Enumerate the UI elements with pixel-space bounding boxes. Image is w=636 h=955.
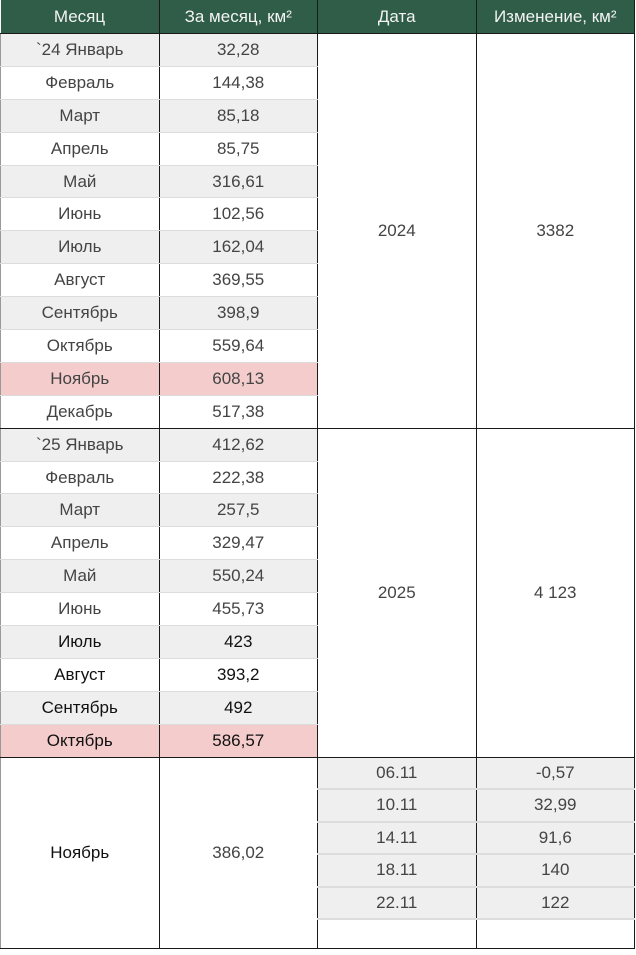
table-row: Июль 423 <box>0 625 635 659</box>
change-cell: 91,6 <box>476 821 635 856</box>
monthly-value-cell: 550,24 <box>159 559 318 594</box>
date-cell: 22.11 <box>317 886 477 921</box>
monthly-value-cell: 559,64 <box>159 329 318 363</box>
monthly-value-cell: 316,61 <box>159 165 318 199</box>
change-cell: -0,57 <box>476 757 635 791</box>
month-cell: Август <box>0 263 160 298</box>
date-cell: 10.11 <box>317 789 477 823</box>
monthly-value-cell: 329,47 <box>159 526 318 561</box>
year-cell: 2024 <box>317 33 477 429</box>
empty-date-cell <box>317 919 477 950</box>
monthly-value-cell: 423 <box>159 625 318 659</box>
monthly-value-cell: 398,9 <box>159 296 318 331</box>
table-row: Февраль 144,38 <box>0 66 635 100</box>
monthly-value-cell: 257,5 <box>159 493 318 528</box>
table-row: Сентябрь 398,9 <box>0 296 635 331</box>
table-row: Ноябрь 608,13 <box>0 362 635 396</box>
month-cell: `25 Январь <box>0 428 160 462</box>
month-cell: Декабрь <box>0 395 160 429</box>
monthly-value-cell: 369,55 <box>159 263 318 298</box>
month-cell: Август <box>0 658 160 692</box>
month-cell: Май <box>0 165 160 199</box>
month-cell: Ноябрь <box>0 757 160 950</box>
table-row: Июнь 455,73 <box>0 592 635 627</box>
table-row: Май 316,61 <box>0 165 635 199</box>
date-cell: 18.11 <box>317 854 477 888</box>
month-cell: Июль <box>0 625 160 659</box>
table-row: Апрель 329,47 <box>0 526 635 561</box>
table-row: Декабрь 517,38 <box>0 395 635 429</box>
year-change-cell: 3382 <box>476 33 635 429</box>
monthly-value-cell: 85,18 <box>159 99 318 133</box>
table-row: Июль 162,04 <box>0 230 635 265</box>
table-row: 22.11 122 <box>1 886 635 921</box>
header-month: Месяц <box>0 0 160 34</box>
monthly-value-cell: 386,02 <box>159 757 318 950</box>
month-cell: Июнь <box>0 592 160 627</box>
monthly-value-cell: 32,28 <box>159 33 318 67</box>
month-cell: Сентябрь <box>0 296 160 331</box>
header-row: Месяц За месяц, км² Дата Изменение, км² <box>0 0 635 34</box>
table-row: Март 257,5 <box>0 493 635 528</box>
monthly-value-cell: 162,04 <box>159 230 318 265</box>
monthly-value-cell: 608,13 <box>159 362 318 396</box>
table-row: Март 85,18 <box>0 99 635 133</box>
table-row: 10.11 32,99 <box>1 789 635 823</box>
month-cell: Октябрь <box>0 329 160 363</box>
month-cell: Март <box>0 99 160 133</box>
monthly-value-cell: 85,75 <box>159 132 318 166</box>
table-row: Апрель 85,75 <box>0 132 635 166</box>
table-row: Февраль 222,38 <box>0 461 635 495</box>
table-row: 18.11 140 <box>1 854 635 888</box>
empty-row <box>1 919 635 950</box>
monthly-value-cell: 586,57 <box>159 724 318 758</box>
monthly-value-cell: 455,73 <box>159 592 318 627</box>
date-cell: 14.11 <box>317 821 477 856</box>
monthly-value-cell: 144,38 <box>159 66 318 100</box>
table-row: Ноябрь 386,02 06.11 -0,57 <box>0 757 635 950</box>
change-cell: 122 <box>476 886 635 921</box>
month-cell: Ноябрь <box>0 362 160 396</box>
year-change-cell: 4 123 <box>476 428 635 758</box>
change-cell: 140 <box>476 854 635 888</box>
month-cell: Апрель <box>0 132 160 166</box>
year-cell: 2025 <box>317 428 477 758</box>
table-row: Октябрь 586,57 <box>0 724 635 758</box>
table-row: `24 Январь 32,28 2024 3382 <box>0 33 635 429</box>
empty-change-cell <box>476 919 635 950</box>
month-cell: Май <box>0 559 160 594</box>
table-row: Июнь 102,56 <box>0 197 635 232</box>
table-row: Август 393,2 <box>0 658 635 692</box>
header-date: Дата <box>317 0 477 34</box>
month-cell: Октябрь <box>0 724 160 758</box>
date-cell: 06.11 <box>317 757 477 791</box>
monthly-value-cell: 222,38 <box>159 461 318 495</box>
month-cell: Сентябрь <box>0 691 160 725</box>
table-row: Сентябрь 492 <box>0 691 635 725</box>
header-change: Изменение, км² <box>476 0 635 34</box>
month-cell: Июль <box>0 230 160 265</box>
month-cell: `24 Январь <box>0 33 160 67</box>
table-row: Май 550,24 <box>0 559 635 594</box>
header-monthly-value: За месяц, км² <box>159 0 318 34</box>
month-cell: Март <box>0 493 160 528</box>
table-row: 14.11 91,6 <box>1 821 635 856</box>
monthly-value-cell: 393,2 <box>159 658 318 692</box>
monthly-value-cell: 102,56 <box>159 197 318 232</box>
change-cell: 32,99 <box>476 789 635 823</box>
monthly-value-cell: 412,62 <box>159 428 318 462</box>
month-cell: Июнь <box>0 197 160 232</box>
month-cell: Апрель <box>0 526 160 561</box>
table-row: Октябрь 559,64 <box>0 329 635 363</box>
month-cell: Февраль <box>0 461 160 495</box>
month-cell: Февраль <box>0 66 160 100</box>
monthly-value-cell: 492 <box>159 691 318 725</box>
table-row: Август 369,55 <box>0 263 635 298</box>
table-row: `25 Январь 412,62 2025 4 123 <box>0 428 635 758</box>
monthly-value-cell: 517,38 <box>159 395 318 429</box>
